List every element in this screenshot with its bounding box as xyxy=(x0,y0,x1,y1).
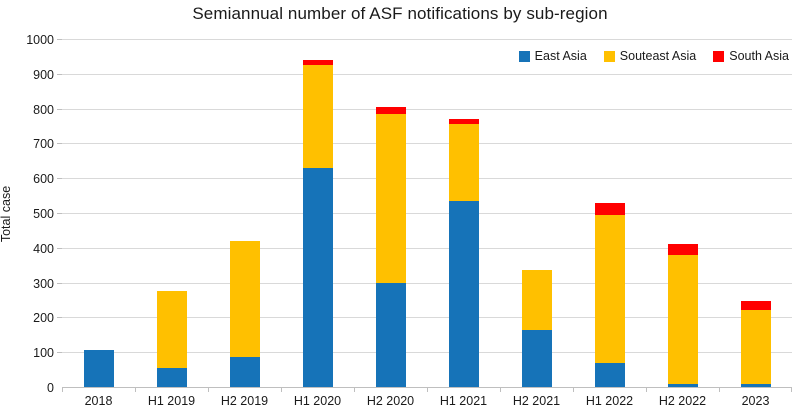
y-axis-tick xyxy=(57,108,62,110)
bar-segment-south-asia xyxy=(667,244,698,256)
x-tick-label: H2 2021 xyxy=(512,394,561,408)
gridline xyxy=(62,143,792,145)
x-tick-label: 2018 xyxy=(84,394,113,408)
legend: East Asia Souteast Asia South Asia xyxy=(518,49,789,63)
bar-segment-souteast-asia xyxy=(302,65,333,168)
bar-segment-south-asia xyxy=(448,119,479,125)
x-axis-tick xyxy=(646,388,647,392)
y-tick-label: 1000 xyxy=(26,33,54,47)
bar-segment-east-asia xyxy=(156,367,187,387)
gridline xyxy=(62,317,792,319)
gridline xyxy=(62,213,792,214)
gridline xyxy=(62,178,792,180)
bar-segment-souteast-asia xyxy=(521,270,552,330)
bar-segment-east-asia xyxy=(83,350,114,387)
gridline xyxy=(62,247,792,249)
bar-segment-souteast-asia xyxy=(375,113,406,283)
bar-segment-south-asia xyxy=(375,106,406,114)
gridline xyxy=(62,352,792,354)
x-axis-labels: 2018 H1 2019 H2 2019 H1 2020 H2 2020 H1 2021 H… xyxy=(62,394,792,412)
gridline xyxy=(62,282,792,284)
x-axis-tick xyxy=(427,388,428,392)
bar-segment-south-asia xyxy=(594,202,625,215)
bar-segment-east-asia xyxy=(302,167,333,387)
legend-swatch-icon xyxy=(518,50,530,62)
y-axis-tick xyxy=(57,352,62,354)
legend-swatch-icon xyxy=(713,50,725,62)
legend-swatch-icon xyxy=(603,50,615,62)
y-tick-label: 200 xyxy=(33,311,54,326)
y-tick-label: 800 xyxy=(33,102,54,117)
bar-segment-east-asia xyxy=(667,384,698,387)
x-tick-label: H2 2020 xyxy=(366,394,415,408)
x-tick-label: H2 2019 xyxy=(220,394,269,408)
bar-segment-east-asia xyxy=(521,329,552,387)
x-tick-label: H1 2019 xyxy=(147,394,196,408)
x-tick-label: H1 2022 xyxy=(585,394,634,408)
x-axis-tick xyxy=(281,388,282,392)
bar-segment-souteast-asia xyxy=(156,291,187,368)
y-tick-label: 500 xyxy=(33,207,54,221)
x-axis-tick xyxy=(573,388,574,392)
gridline xyxy=(62,108,792,110)
x-tick-label: H1 2020 xyxy=(293,394,342,408)
plot-area: East Asia Souteast Asia South Asia xyxy=(57,39,792,392)
y-axis-tick xyxy=(57,247,62,249)
gridline xyxy=(62,39,792,40)
bar-segment-souteast-asia xyxy=(229,240,260,358)
y-tick-label: 900 xyxy=(33,67,54,82)
y-axis-tick xyxy=(57,282,62,284)
legend-label: East Asia xyxy=(534,49,587,63)
bar-segment-souteast-asia xyxy=(594,214,625,363)
legend-item-south-asia: South Asia xyxy=(713,49,789,63)
gridline xyxy=(62,73,792,75)
x-axis-tick xyxy=(208,388,209,392)
y-axis-labels: 0 100 200 300 400 500 600 700 800 900 1000 xyxy=(0,33,54,395)
y-tick-label: 400 xyxy=(33,241,54,256)
y-axis-tick xyxy=(57,213,62,214)
y-tick-label: 100 xyxy=(33,346,54,361)
y-axis-tick xyxy=(57,143,62,145)
x-axis-tick xyxy=(500,388,501,392)
y-axis-tick xyxy=(57,317,62,319)
legend-label: Souteast Asia xyxy=(619,49,697,63)
y-tick-label: 0 xyxy=(47,381,54,395)
legend-item-souteast-asia: Souteast Asia xyxy=(603,49,697,63)
bar-segment-east-asia xyxy=(229,357,260,387)
y-tick-label: 600 xyxy=(33,172,54,187)
y-axis-tick xyxy=(57,73,62,75)
bar-segment-south-asia xyxy=(740,301,771,310)
bar-segment-east-asia xyxy=(448,200,479,387)
bar-segment-souteast-asia xyxy=(667,255,698,385)
bar-segment-souteast-asia xyxy=(448,124,479,201)
bar-segment-east-asia xyxy=(594,362,625,387)
x-axis-tick xyxy=(62,388,63,392)
y-axis-tick xyxy=(57,39,62,40)
bar-segment-souteast-asia xyxy=(740,309,771,384)
y-tick-label: 700 xyxy=(33,137,54,152)
x-tick-label: H2 2022 xyxy=(658,394,707,408)
y-axis-tick xyxy=(57,178,62,180)
bar-segment-east-asia xyxy=(375,282,406,387)
x-axis-tick xyxy=(354,388,355,392)
legend-item-east-asia: East Asia xyxy=(518,49,587,63)
x-axis-tick xyxy=(791,388,792,392)
x-tick-label: 2023 xyxy=(741,394,770,408)
y-tick-label: 300 xyxy=(33,276,54,291)
legend-label: South Asia xyxy=(729,49,789,63)
chart-title: Semiannual number of ASF notifications b… xyxy=(192,4,608,23)
bar-segment-east-asia xyxy=(740,383,771,387)
bar-segment-south-asia xyxy=(302,59,333,66)
x-axis-tick xyxy=(719,388,720,392)
x-axis-tick xyxy=(135,388,136,392)
x-tick-label: H1 2021 xyxy=(439,394,488,408)
